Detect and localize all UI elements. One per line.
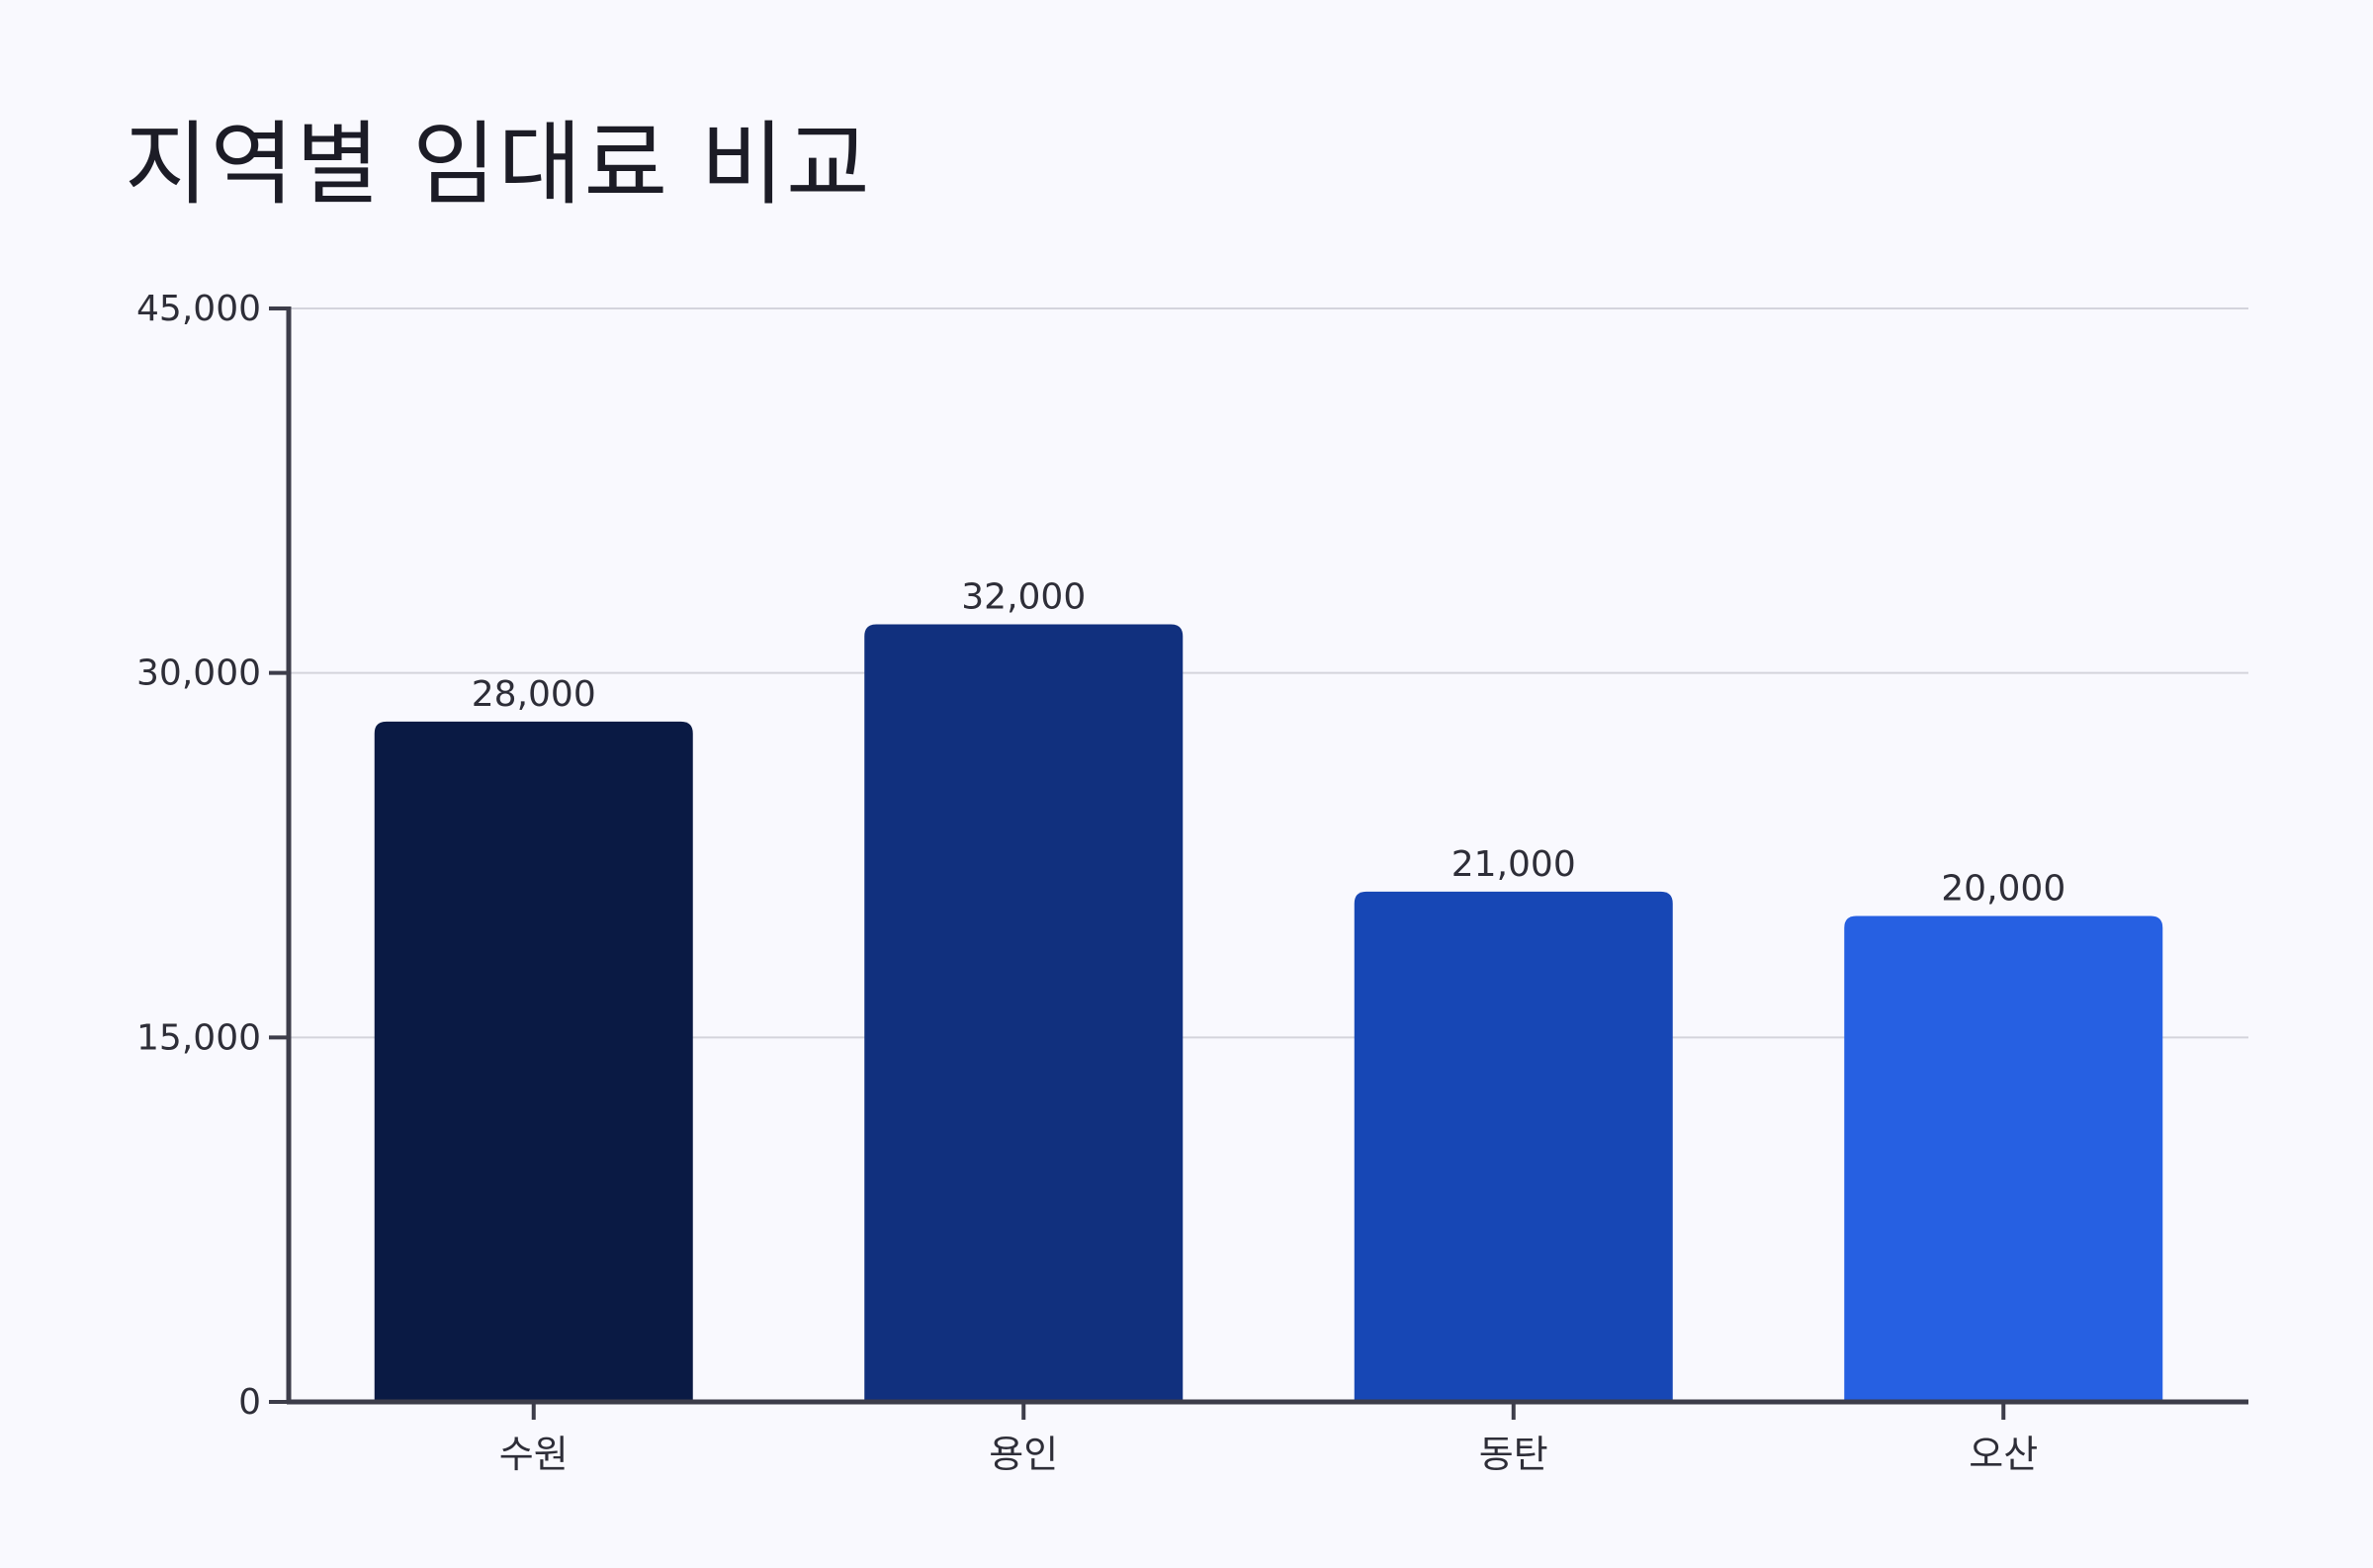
axes: [269, 306, 2248, 1420]
y-tick-label: 15,000: [136, 1017, 261, 1058]
data-label: 20,000: [1941, 868, 2065, 909]
bars: [374, 624, 2163, 1402]
x-tick-label: 수원: [499, 1433, 569, 1476]
y-tick-label: 45,000: [136, 289, 261, 329]
y-tick-label: 30,000: [136, 653, 261, 694]
x-tick-label: 동탄: [1479, 1433, 1548, 1476]
data-label: 32,000: [961, 577, 1086, 618]
y-tick-label: 0: [238, 1382, 261, 1423]
chart-title: 지역별 임대료 비교: [125, 112, 872, 218]
bar-2: [864, 624, 1184, 1402]
x-tick-label: 오산: [1969, 1433, 2038, 1476]
bar-4: [1844, 915, 2163, 1402]
data-label: 28,000: [472, 674, 596, 715]
bar-3: [1354, 891, 1673, 1402]
x-tick-label: 용인: [989, 1433, 1058, 1476]
bar-1: [374, 721, 693, 1402]
labels: 0 15,000 30,000 45,000 28,000 수원 32,000 용인 21,00…: [136, 289, 2065, 1476]
data-label: 21,000: [1451, 844, 1576, 885]
